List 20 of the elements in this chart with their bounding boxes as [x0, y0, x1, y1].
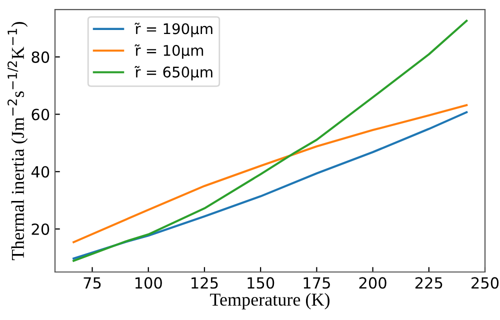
x-tick-label: 200 [359, 277, 386, 289]
y-tick-label: 80 [32, 51, 50, 63]
y-tick-label: 40 [31, 166, 50, 178]
y-tick-label: 60 [32, 108, 50, 120]
x-tick-label: 150 [248, 277, 274, 289]
line-series [72, 104, 468, 244]
x-tick-label: 225 [415, 277, 442, 289]
legend-label: r̃ = 10μm [134, 44, 204, 59]
x-tick-label: 125 [192, 277, 218, 289]
x-tick-label: 175 [304, 277, 330, 289]
y-axis-title: Thermal inertia (Jm$^{−2}$s$^{−1/2}$K$^{−1}$) [8, 22, 28, 260]
legend-label: r̃ = 650μm [134, 66, 212, 80]
legend-label: r̃ = 190μm [134, 22, 212, 38]
line-series [72, 20, 468, 262]
x-tick-label: 75 [84, 277, 101, 289]
x-axis-title: Temperature (K) [210, 293, 330, 310]
x-tick-label: 250 [472, 277, 499, 289]
line-series [72, 111, 468, 260]
x-tick-label: 100 [135, 277, 162, 289]
y-tick-label: 20 [32, 223, 50, 236]
